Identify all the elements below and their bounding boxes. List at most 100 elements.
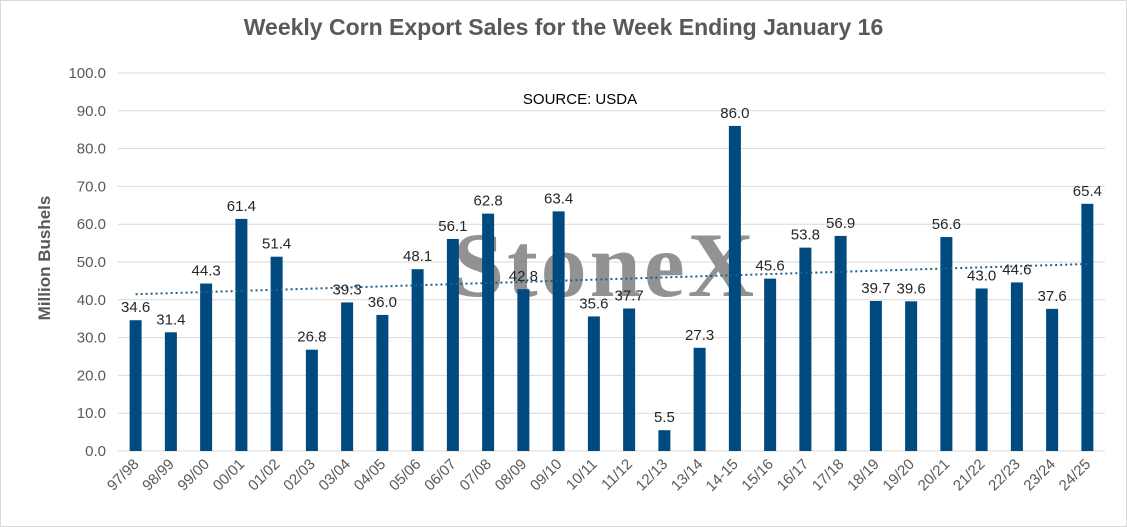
bar <box>164 332 177 451</box>
x-tick-label: 11/12 <box>598 456 636 494</box>
data-label: 26.8 <box>297 329 326 346</box>
bar <box>411 269 424 451</box>
y-tick-label: 0.0 <box>85 443 106 460</box>
x-tick-label: 23/24 <box>1020 456 1059 495</box>
bar <box>376 314 389 451</box>
y-tick-label: 10.0 <box>77 405 106 422</box>
y-tick-label: 20.0 <box>77 367 106 384</box>
data-label: 62.8 <box>474 193 503 210</box>
data-label: 51.4 <box>262 236 291 253</box>
x-tick-label: 10/11 <box>563 456 601 494</box>
bar <box>1010 282 1023 451</box>
x-tick-label: 07/08 <box>456 456 495 495</box>
bar <box>623 308 636 451</box>
stonex-watermark: StoneX <box>453 214 757 316</box>
data-label: 39.7 <box>861 280 890 297</box>
x-tick-label: 03/04 <box>315 456 354 495</box>
data-label: 39.3 <box>333 281 362 298</box>
bar <box>235 218 248 451</box>
trendline-path <box>135 262 1088 296</box>
data-label: 63.4 <box>544 190 573 207</box>
x-tick-label: 00/01 <box>210 456 249 495</box>
data-label: 27.3 <box>685 327 714 344</box>
x-tick-label: 97/98 <box>104 456 143 495</box>
data-label: 86.0 <box>720 105 749 122</box>
bar <box>270 256 283 451</box>
bar <box>1081 203 1094 451</box>
bar <box>200 283 213 451</box>
x-tick-label: 98/99 <box>139 456 178 495</box>
bar <box>764 278 777 451</box>
bar <box>129 320 142 451</box>
bar <box>341 302 354 451</box>
data-label: 43.0 <box>967 267 996 284</box>
bar <box>869 300 882 451</box>
bar <box>940 237 953 451</box>
x-tick-label: 16/17 <box>774 456 813 495</box>
x-tick-label: 24/25 <box>1056 456 1095 495</box>
x-tick-label: 18/19 <box>844 456 883 495</box>
data-label: 48.1 <box>403 248 432 265</box>
y-tick-label: 80.0 <box>77 141 106 158</box>
bar <box>799 247 812 451</box>
x-tick-label: 02/03 <box>280 456 319 495</box>
data-label: 44.3 <box>192 263 221 280</box>
bar <box>975 288 988 451</box>
bar <box>446 238 459 451</box>
data-label: 42.8 <box>509 268 538 285</box>
x-tick-label: 08/09 <box>492 456 531 495</box>
x-tick-label: 15/16 <box>738 456 777 495</box>
bars <box>129 125 1094 452</box>
data-label: 56.1 <box>438 218 467 235</box>
trendline <box>135 262 1088 296</box>
data-label: 45.6 <box>756 258 785 275</box>
y-tick-label: 90.0 <box>77 103 106 120</box>
y-tick-label: 100.0 <box>68 65 106 82</box>
bar <box>728 125 741 452</box>
x-tick-label: 22/23 <box>985 456 1024 495</box>
chart-title: Weekly Corn Export Sales for the Week En… <box>243 14 884 40</box>
data-label: 31.4 <box>156 311 185 328</box>
data-label: 53.8 <box>791 227 820 244</box>
bar <box>305 349 318 451</box>
x-tick-label: 09/10 <box>527 456 566 495</box>
x-tick-label: 17/18 <box>809 456 848 495</box>
x-tick-label: 01/02 <box>245 456 284 495</box>
bar <box>834 235 847 451</box>
data-label: 61.4 <box>227 198 256 215</box>
x-tick-label: 99/00 <box>174 456 213 495</box>
x-tick-label: 13/14 <box>668 456 707 495</box>
bar <box>552 211 565 451</box>
data-label: 5.5 <box>654 409 675 426</box>
bar <box>693 347 706 451</box>
bar <box>658 430 671 451</box>
bar <box>905 301 918 451</box>
y-tick-label: 70.0 <box>77 178 106 195</box>
data-labels: 34.6 31.4 44.3 61.4 51.4 26.8 39.3 36.0 48.1 56.1… <box>121 105 1102 426</box>
x-tick-label: 21/22 <box>950 456 989 495</box>
bar <box>1046 308 1059 451</box>
data-label: 37.7 <box>615 287 644 304</box>
bar <box>517 289 530 451</box>
x-tick-label: 06/07 <box>421 456 460 495</box>
data-label: 36.0 <box>368 294 397 311</box>
data-label: 65.4 <box>1073 183 1102 200</box>
x-tick-label: 14-15 <box>703 456 742 495</box>
data-label: 35.6 <box>579 295 608 312</box>
data-label: 34.6 <box>121 299 150 316</box>
y-tick-label: 60.0 <box>77 216 106 233</box>
bar <box>482 213 495 451</box>
data-label: 39.6 <box>897 280 926 297</box>
bar <box>587 316 600 451</box>
data-label: 56.9 <box>826 215 855 232</box>
x-tick-labels: 97/9898/9999/0000/0101/0202/0303/0404/05… <box>104 456 1094 495</box>
x-tick-label: 04/05 <box>351 456 390 495</box>
x-tick-label: 20/21 <box>915 456 954 495</box>
x-tick-label: 05/06 <box>386 456 425 495</box>
data-label: 56.6 <box>932 216 961 233</box>
x-tick-label: 19/20 <box>879 456 918 495</box>
y-tick-labels: 0.0 10.0 20.0 30.0 40.0 50.0 60.0 70.0 80.0 90.0 1… <box>68 65 106 460</box>
data-label: 44.6 <box>1002 261 1031 278</box>
y-tick-label: 30.0 <box>77 330 106 347</box>
